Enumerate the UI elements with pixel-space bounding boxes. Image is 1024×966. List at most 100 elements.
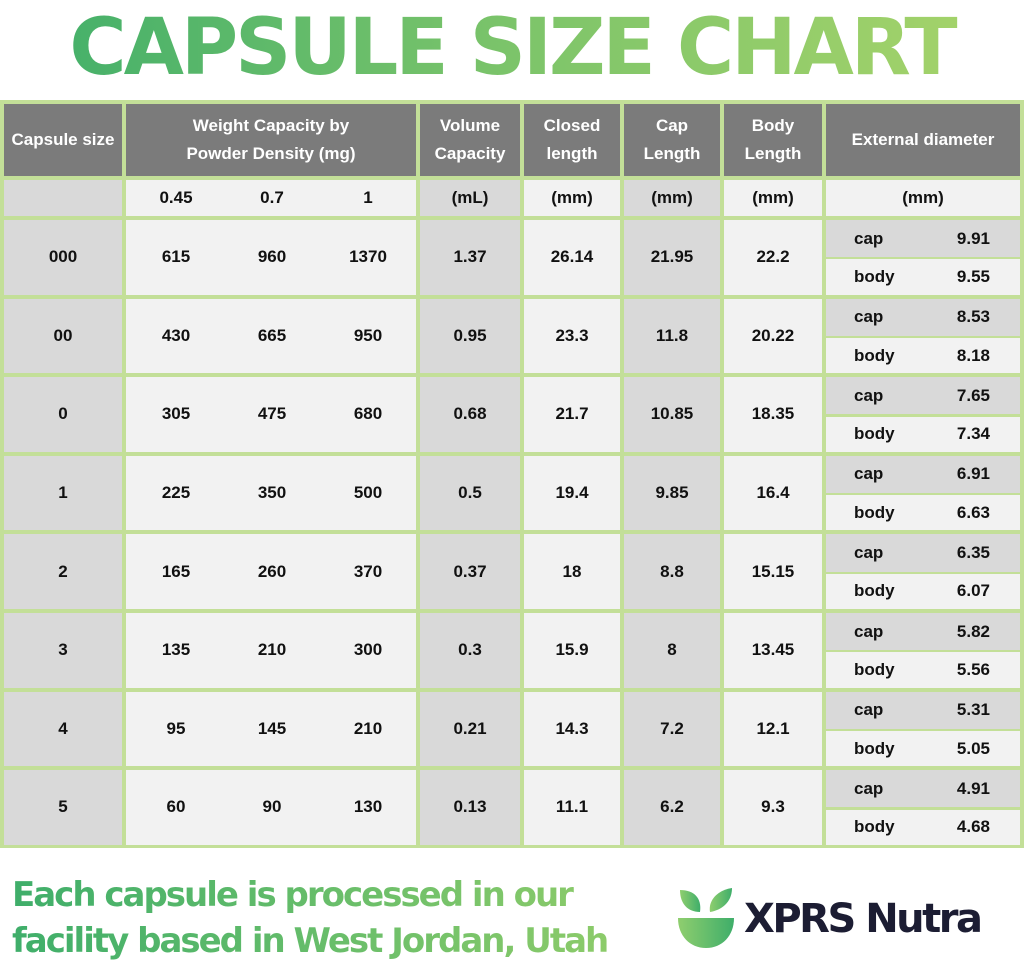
external-body-row: body 9.55 (826, 259, 1020, 295)
weight-value: 430 (161, 325, 191, 345)
leaf-bowl-icon (678, 888, 734, 948)
external-label: cap (854, 307, 884, 327)
external-label: body (854, 581, 895, 601)
volume-cell: 0.95 (420, 298, 520, 374)
body-length-cell: 22.2 (724, 220, 822, 295)
external-label: body (854, 659, 895, 679)
weight-capacity-cell: 60 90 130 (126, 770, 416, 845)
volume-cell: 0.21 (420, 691, 520, 767)
external-body-row: body 8.18 (826, 337, 1020, 374)
body-length-cell: 12.1 (724, 691, 822, 767)
external-value: 4.91 (956, 778, 990, 798)
body-length-cell: 15.15 (724, 534, 822, 609)
weight-value: 665 (257, 325, 287, 345)
closed-length-cell: 14.3 (524, 691, 620, 767)
external-label: cap (854, 700, 884, 720)
body-length-cell: 13.45 (724, 613, 822, 688)
closed-length-cell: 19.4 (524, 455, 620, 531)
units-capsule-size-blank (4, 180, 122, 216)
external-label: cap (854, 621, 884, 641)
closed-length-cell: 18 (524, 534, 620, 609)
external-value: 8.18 (956, 345, 990, 365)
volume-cell: 1.37 (420, 220, 520, 295)
brand-name: XPRS Nutra (744, 896, 983, 942)
weight-value: 680 (353, 404, 383, 424)
header-body-length: Body Length (724, 104, 822, 176)
weight-value: 950 (353, 325, 383, 345)
external-label: body (854, 345, 895, 365)
footer-text: Each capsule is processed in our facilit… (12, 872, 607, 964)
external-body-row: body 4.68 (826, 809, 1020, 845)
weight-value: 300 (353, 640, 383, 660)
header-external-diameter: External diameter (826, 104, 1020, 176)
header-capsule-size: Capsule size (4, 104, 122, 176)
external-value: 8.53 (956, 307, 990, 327)
external-value: 6.07 (956, 581, 990, 601)
external-value: 6.35 (956, 543, 990, 563)
external-body-row: body 5.56 (826, 652, 1020, 688)
weight-capacity-cell: 225 350 500 (126, 455, 416, 531)
external-label: cap (854, 543, 884, 563)
weight-capacity-cell: 305 475 680 (126, 377, 416, 452)
header-closed-length: Closed length (524, 104, 620, 176)
capsule-size-table: Capsule size Weight Capacity by Powder De… (0, 100, 1024, 848)
external-cap-row: cap 7.65 (826, 377, 1020, 415)
cap-length-cell: 10.85 (624, 377, 720, 452)
capsule-size-cell: 00 (4, 298, 122, 374)
volume-cell: 0.5 (420, 455, 520, 531)
weight-value: 60 (166, 797, 186, 817)
cap-length-cell: 21.95 (624, 220, 720, 295)
weight-value: 165 (161, 561, 191, 581)
external-value: 5.56 (956, 659, 990, 679)
external-cap-row: cap 4.91 (826, 770, 1020, 808)
volume-cell: 0.3 (420, 613, 520, 688)
page-title: CAPSULE SIZE CHART (0, 0, 1024, 96)
external-body-row: body 6.07 (826, 573, 1020, 609)
volume-cell: 0.68 (420, 377, 520, 452)
closed-length-cell: 15.9 (524, 613, 620, 688)
cap-length-cell: 7.2 (624, 691, 720, 767)
weight-value: 370 (353, 561, 383, 581)
body-length-cell: 20.22 (724, 298, 822, 374)
cap-length-cell: 9.85 (624, 455, 720, 531)
external-value: 9.55 (956, 266, 990, 286)
density-0: 0.45 (159, 188, 193, 207)
density-1: 0.7 (260, 188, 284, 207)
external-body-row: body 5.05 (826, 730, 1020, 767)
external-cap-row: cap 6.91 (826, 455, 1020, 494)
capsule-size-cell: 5 (4, 770, 122, 845)
weight-capacity-cell: 165 260 370 (126, 534, 416, 609)
weight-capacity-cell: 430 665 950 (126, 298, 416, 374)
closed-length-cell: 26.14 (524, 220, 620, 295)
external-value: 7.65 (956, 385, 990, 405)
external-cap-row: cap 9.91 (826, 220, 1020, 258)
units-density-group: 0.45 0.7 1 (126, 180, 416, 216)
external-cap-row: cap 5.31 (826, 691, 1020, 729)
capsule-size-cell: 3 (4, 613, 122, 688)
header-volume-capacity: Volume Capacity (420, 104, 520, 176)
external-value: 4.68 (956, 817, 990, 837)
external-label: cap (854, 385, 884, 405)
unit-external: (mm) (826, 180, 1020, 216)
footer-line-1: Each capsule is processed in our (12, 875, 572, 915)
external-value: 7.34 (956, 424, 990, 444)
body-length-cell: 9.3 (724, 770, 822, 845)
body-length-cell: 18.35 (724, 377, 822, 452)
closed-length-cell: 23.3 (524, 298, 620, 374)
external-value: 6.91 (956, 464, 990, 484)
external-cap-row: cap 6.35 (826, 534, 1020, 572)
weight-value: 225 (161, 483, 191, 503)
weight-value: 95 (166, 718, 186, 738)
weight-value: 350 (257, 483, 287, 503)
capsule-size-cell: 000 (4, 220, 122, 295)
weight-value: 260 (257, 561, 287, 581)
weight-value: 130 (353, 797, 383, 817)
unit-closed: (mm) (524, 180, 620, 216)
header-cap-length: Cap Length (624, 104, 720, 176)
capsule-size-cell: 2 (4, 534, 122, 609)
external-label: body (854, 424, 895, 444)
capsule-size-cell: 1 (4, 455, 122, 531)
cap-length-cell: 8.8 (624, 534, 720, 609)
external-body-row: body 6.63 (826, 495, 1020, 531)
cap-length-cell: 8 (624, 613, 720, 688)
